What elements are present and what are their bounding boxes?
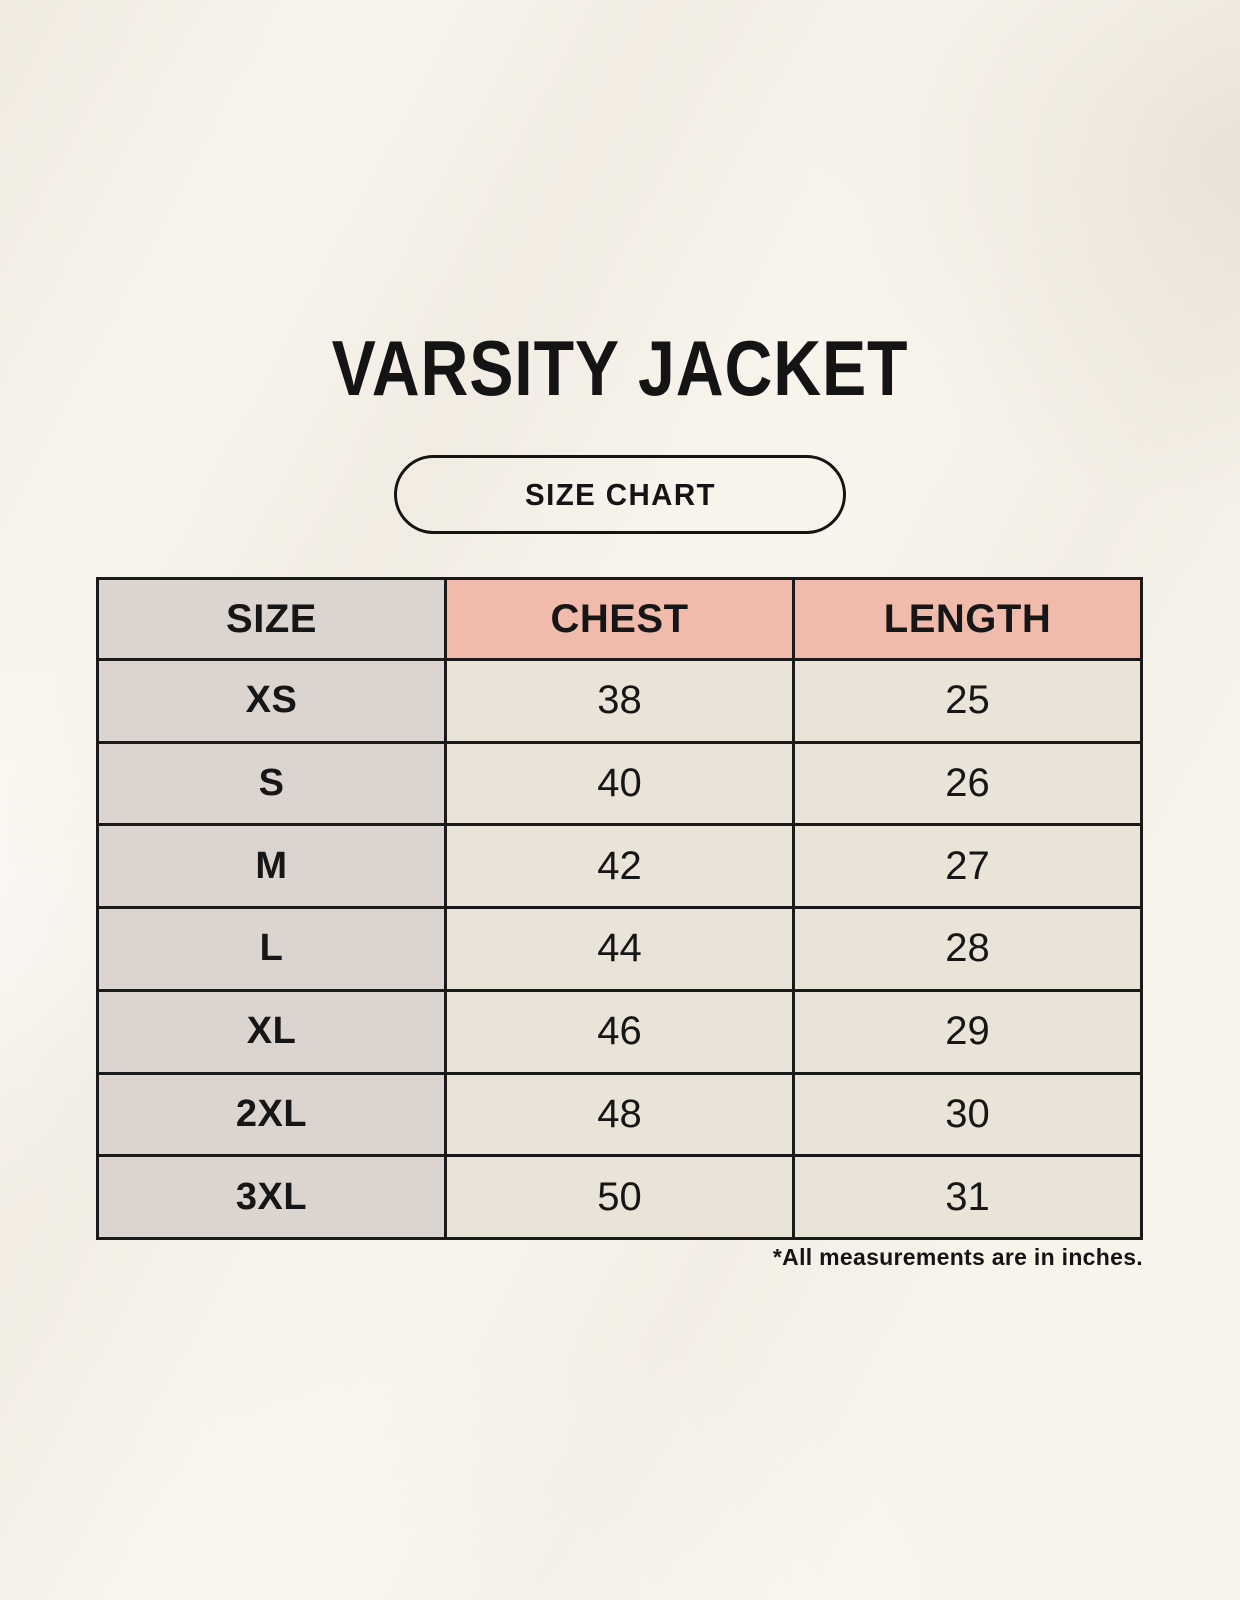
column-header-length: LENGTH bbox=[792, 577, 1143, 661]
size-cell: 3XL bbox=[96, 1154, 447, 1240]
chest-cell: 42 bbox=[444, 823, 795, 910]
length-cell: 27 bbox=[792, 823, 1143, 910]
table-row: 3XL 50 31 bbox=[96, 1154, 1143, 1240]
size-chart-table: SIZE CHEST LENGTH XS 38 25 S 40 26 M 42 … bbox=[96, 577, 1143, 1240]
table-row: XL 46 29 bbox=[96, 988, 1143, 1075]
length-cell: 25 bbox=[792, 658, 1143, 744]
table-row: S 40 26 bbox=[96, 740, 1143, 827]
chest-cell: 46 bbox=[444, 988, 795, 1075]
product-title: VARSITY JACKET bbox=[331, 324, 909, 412]
size-cell: M bbox=[96, 823, 447, 910]
table-header-row: SIZE CHEST LENGTH bbox=[96, 577, 1143, 661]
chest-cell: 44 bbox=[444, 906, 795, 992]
chest-cell: 50 bbox=[444, 1154, 795, 1240]
size-cell: S bbox=[96, 740, 447, 827]
size-chart-badge: SIZE CHART bbox=[394, 455, 846, 534]
size-cell: L bbox=[96, 906, 447, 992]
measurements-note: *All measurements are in inches. bbox=[772, 1244, 1143, 1270]
length-cell: 26 bbox=[792, 740, 1143, 827]
length-cell: 30 bbox=[792, 1071, 1143, 1158]
length-cell: 29 bbox=[792, 988, 1143, 1075]
table-row: M 42 27 bbox=[96, 823, 1143, 910]
length-cell: 28 bbox=[792, 906, 1143, 992]
length-cell: 31 bbox=[792, 1154, 1143, 1240]
chest-cell: 40 bbox=[444, 740, 795, 827]
table-row: L 44 28 bbox=[96, 906, 1143, 992]
size-cell: XL bbox=[96, 988, 447, 1075]
size-cell: 2XL bbox=[96, 1071, 447, 1158]
column-header-chest: CHEST bbox=[444, 577, 795, 661]
chest-cell: 38 bbox=[444, 658, 795, 744]
table-row: XS 38 25 bbox=[96, 658, 1143, 744]
column-header-size: SIZE bbox=[96, 577, 447, 661]
size-cell: XS bbox=[96, 658, 447, 744]
table-row: 2XL 48 30 bbox=[96, 1071, 1143, 1158]
chest-cell: 48 bbox=[444, 1071, 795, 1158]
size-chart-badge-label: SIZE CHART bbox=[524, 476, 716, 512]
